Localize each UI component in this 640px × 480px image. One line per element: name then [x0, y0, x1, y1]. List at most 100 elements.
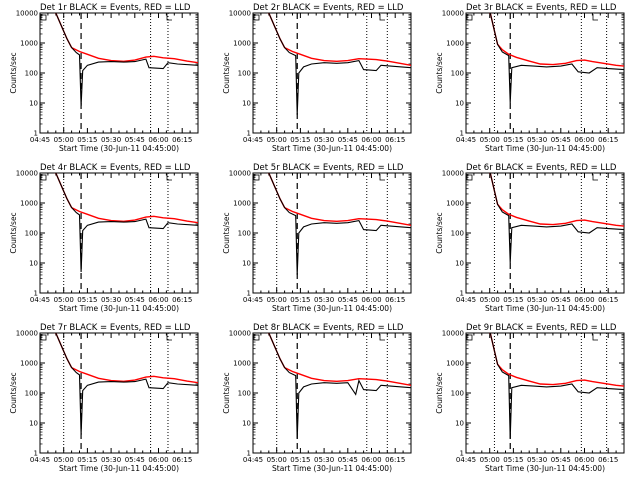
y-tick-label: 100 — [451, 390, 464, 398]
x-tick-label: 05:15 — [290, 296, 310, 304]
corner-marker — [592, 174, 598, 181]
y-axis-label: Counts/sec — [9, 372, 18, 413]
events-series-line — [267, 13, 411, 115]
corner-marker — [379, 334, 385, 341]
x-tick-label: 04:45 — [456, 296, 476, 304]
y-tick-label: 10 — [455, 420, 464, 428]
y-tick-label: 1 — [34, 290, 38, 298]
x-tick-label: 05:30 — [101, 296, 121, 304]
x-tick-label: 05:45 — [125, 456, 145, 464]
panel-title: Det 4r BLACK = Events, RED = LLD — [40, 163, 191, 173]
y-tick-label: 10000 — [442, 10, 464, 18]
x-tick-label: 06:15 — [598, 136, 618, 144]
panel-title: Det 3r BLACK = Events, RED = LLD — [466, 3, 617, 13]
x-tick-label: 05:15 — [503, 456, 523, 464]
y-tick-label: 1000 — [20, 360, 38, 368]
y-tick-label: 10 — [29, 100, 38, 108]
x-tick-label: 05:30 — [101, 456, 121, 464]
x-tick-label: 04:45 — [243, 136, 263, 144]
y-tick-label: 10 — [455, 260, 464, 268]
detector-panel: Det 3r BLACK = Events, RED = LLD 1 10 100 10… — [435, 3, 625, 153]
panel-title: Det 1r BLACK = Events, RED = LLD — [40, 3, 191, 13]
plot-frame — [465, 332, 625, 454]
y-tick-label: 1000 — [446, 40, 464, 48]
panel-title: Det 9r BLACK = Events, RED = LLD — [466, 323, 617, 333]
x-tick-label: 06:15 — [172, 456, 192, 464]
x-tick-label: 05:30 — [101, 136, 121, 144]
x-tick-label: 05:00 — [54, 456, 74, 464]
y-axis-label: Counts/sec — [435, 212, 444, 253]
lld-series-line — [489, 173, 624, 227]
x-tick-label: 06:15 — [172, 296, 192, 304]
y-tick-label: 100 — [25, 230, 38, 238]
x-tick-label: 06:00 — [148, 136, 168, 144]
y-tick-label: 10000 — [442, 330, 464, 338]
x-tick-label: 05:15 — [77, 136, 97, 144]
y-tick-label: 1 — [247, 450, 251, 458]
x-axis-label: Start Time (30-Jun-11 04:45:00) — [485, 464, 605, 473]
y-tick-label: 1 — [460, 130, 464, 138]
x-tick-label: 05:00 — [54, 296, 74, 304]
y-tick-label: 100 — [25, 390, 38, 398]
y-axis-label: Counts/sec — [222, 212, 231, 253]
x-tick-label: 05:00 — [480, 456, 500, 464]
corner-marker — [40, 14, 47, 21]
x-axis-label: Start Time (30-Jun-11 04:45:00) — [485, 304, 605, 313]
x-tick-label: 04:45 — [30, 136, 50, 144]
y-tick-label: 10000 — [229, 10, 251, 18]
y-axis-label: Counts/sec — [222, 372, 231, 413]
y-tick-label: 1000 — [20, 200, 38, 208]
x-tick-label: 04:45 — [30, 296, 50, 304]
events-series-line — [489, 173, 624, 264]
y-axis-label: Counts/sec — [9, 212, 18, 253]
x-tick-label: 05:00 — [267, 296, 287, 304]
x-axis-label: Start Time (30-Jun-11 04:45:00) — [59, 304, 179, 313]
x-axis-label: Start Time (30-Jun-11 04:45:00) — [485, 144, 605, 153]
x-tick-label: 05:15 — [290, 136, 310, 144]
events-series-line — [54, 13, 198, 106]
corner-marker — [40, 334, 47, 341]
events-series-line — [489, 333, 624, 439]
corner-marker — [466, 334, 473, 341]
x-tick-label: 05:00 — [480, 296, 500, 304]
x-tick-label: 05:30 — [314, 136, 334, 144]
y-tick-label: 10 — [455, 100, 464, 108]
x-tick-label: 06:00 — [361, 296, 381, 304]
x-tick-label: 05:30 — [527, 136, 547, 144]
y-tick-label: 1000 — [20, 40, 38, 48]
corner-marker — [166, 174, 172, 181]
corner-marker — [253, 334, 260, 341]
x-tick-label: 06:00 — [574, 296, 594, 304]
x-axis-label: Start Time (30-Jun-11 04:45:00) — [59, 464, 179, 473]
x-axis-label: Start Time (30-Jun-11 04:45:00) — [59, 144, 179, 153]
lld-series-line — [489, 13, 624, 67]
detector-panel: Det 6r BLACK = Events, RED = LLD 1 10 100 10… — [435, 163, 625, 313]
x-tick-label: 05:30 — [527, 456, 547, 464]
x-tick-label: 05:00 — [480, 136, 500, 144]
x-tick-label: 05:15 — [503, 136, 523, 144]
x-tick-label: 05:45 — [338, 136, 358, 144]
corner-marker — [466, 14, 473, 21]
y-tick-label: 1 — [34, 450, 38, 458]
y-tick-label: 100 — [451, 230, 464, 238]
x-tick-label: 06:00 — [148, 456, 168, 464]
y-tick-label: 1 — [247, 130, 251, 138]
detector-panel: Det 2r BLACK = Events, RED = LLD 1 10 100 10… — [222, 3, 412, 153]
events-series-line — [489, 13, 624, 104]
events-series-line — [267, 173, 411, 275]
corner-marker — [592, 334, 598, 341]
corner-marker — [166, 334, 172, 341]
plot-frame — [465, 172, 625, 294]
x-tick-label: 04:45 — [243, 296, 263, 304]
x-tick-label: 05:15 — [77, 296, 97, 304]
y-tick-label: 100 — [238, 230, 251, 238]
y-tick-label: 1 — [460, 290, 464, 298]
detector-panel: Det 1r BLACK = Events, RED = LLD 1 10 100 10… — [9, 3, 199, 153]
y-tick-label: 1 — [460, 450, 464, 458]
events-series-line — [54, 173, 198, 273]
y-tick-label: 100 — [451, 70, 464, 78]
y-tick-label: 10000 — [442, 170, 464, 178]
x-tick-label: 06:15 — [385, 136, 405, 144]
y-tick-label: 10000 — [229, 170, 251, 178]
